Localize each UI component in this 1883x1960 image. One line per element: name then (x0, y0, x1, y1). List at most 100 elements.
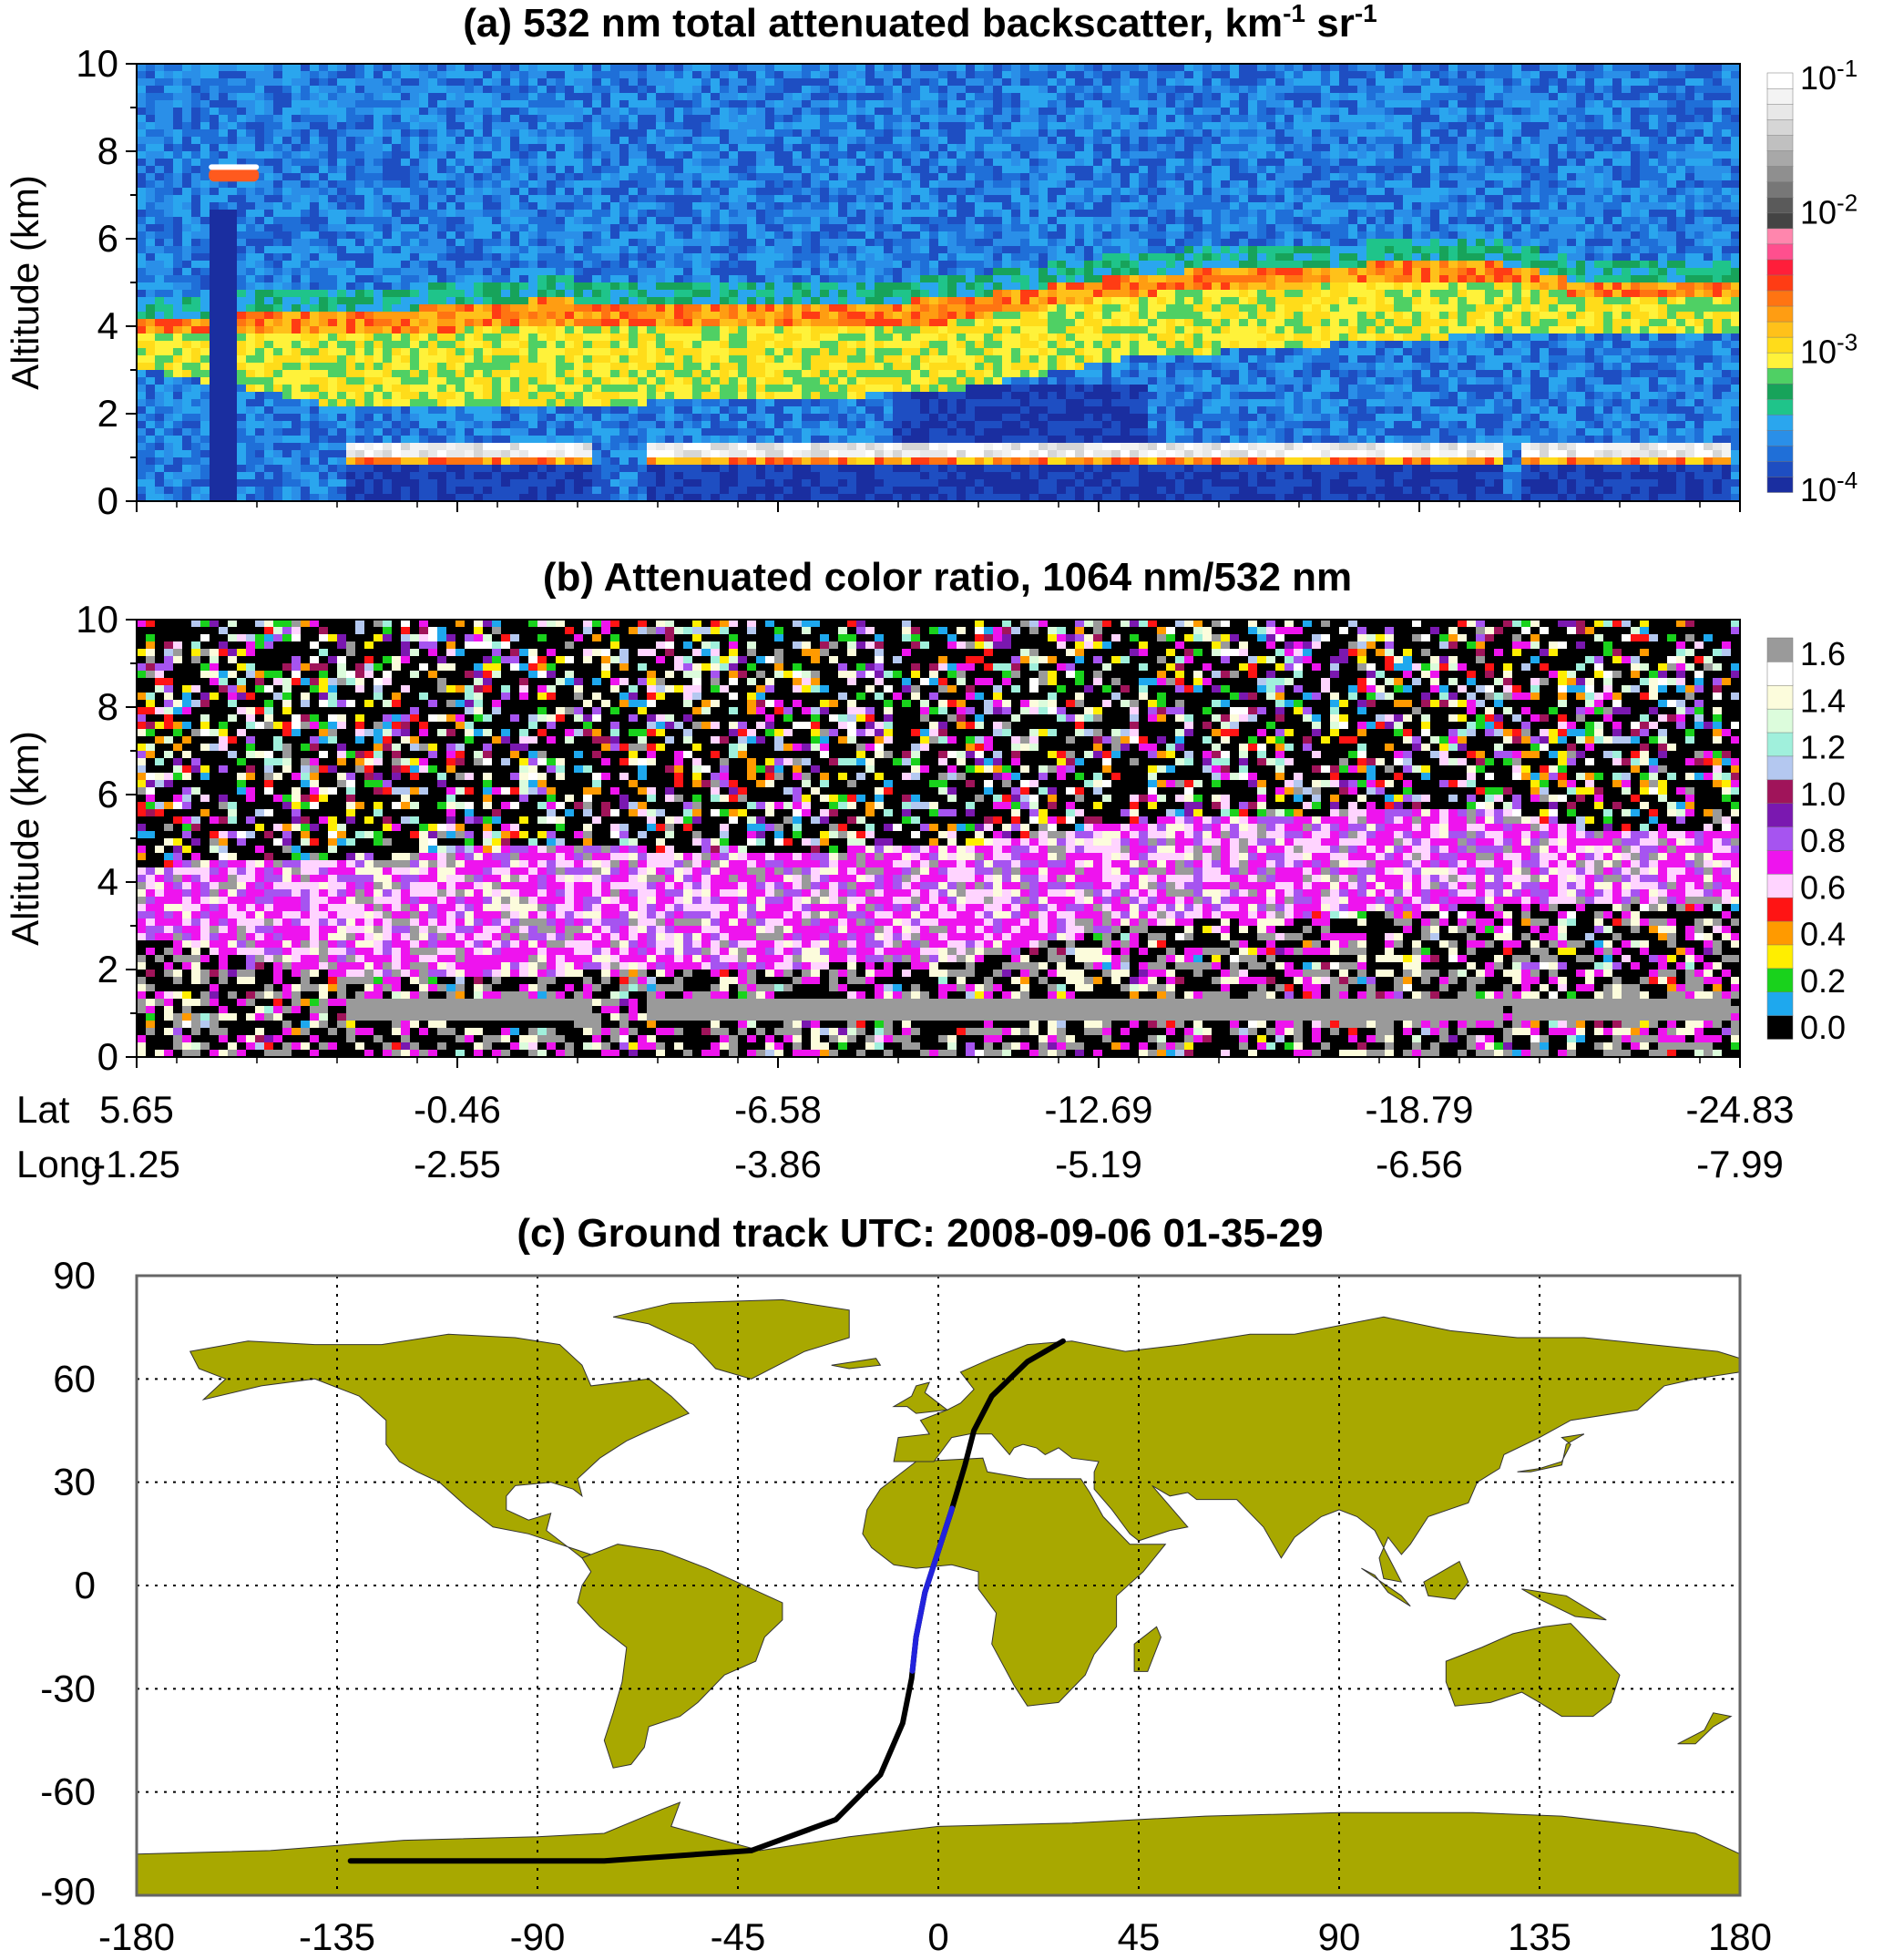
heatmap-cell (865, 231, 875, 240)
heatmap-cell (565, 494, 575, 501)
heatmap-cell (137, 115, 147, 123)
heatmap-cell (683, 71, 693, 79)
heatmap-cell (811, 166, 821, 174)
heatmap-cell (829, 268, 839, 276)
heatmap-cell (210, 319, 220, 327)
heatmap-cell (747, 166, 757, 174)
heatmap-cell (738, 341, 748, 349)
heatmap-cell (492, 399, 502, 407)
heatmap-cell (264, 355, 274, 364)
heatmap-cell (647, 428, 657, 436)
heatmap-cell (255, 377, 265, 385)
heatmap-cell (838, 86, 848, 94)
heatmap-cell (228, 290, 238, 298)
heatmap-cell (537, 399, 548, 407)
heatmap-cell (537, 414, 548, 422)
heatmap-cell (756, 348, 766, 356)
heatmap-cell (756, 465, 766, 473)
heatmap-cell (674, 377, 684, 385)
heatmap-cell (865, 188, 875, 196)
heatmap-cell (802, 224, 812, 232)
heatmap-cell (273, 443, 283, 451)
heatmap-cell (865, 115, 875, 123)
heatmap-cell (392, 443, 402, 451)
heatmap-cell (674, 457, 684, 466)
heatmap-cell (528, 297, 538, 305)
heatmap-cell (683, 443, 693, 451)
heatmap-cell (200, 436, 210, 444)
heatmap-cell (638, 78, 648, 87)
heatmap-cell (811, 450, 821, 458)
heatmap-cell (428, 443, 438, 451)
heatmap-cell (219, 290, 229, 298)
heatmap-cell (173, 304, 183, 313)
heatmap-cell (738, 428, 748, 436)
heatmap-cell (210, 239, 220, 247)
heatmap-cell (829, 312, 839, 320)
heatmap-cell (647, 108, 657, 116)
heatmap-cell (210, 457, 220, 466)
heatmap-cell (210, 392, 220, 400)
heatmap-cell (401, 392, 411, 400)
heatmap-cell (793, 93, 803, 101)
heatmap-cell (519, 465, 529, 473)
heatmap-cell (255, 129, 265, 138)
heatmap-cell (556, 414, 566, 422)
heatmap-cell (301, 275, 311, 283)
heatmap-cell (446, 282, 456, 291)
heatmap-cell (401, 348, 411, 356)
heatmap-cell (410, 406, 420, 415)
heatmap-cell (237, 348, 247, 356)
heatmap-cell (820, 86, 830, 94)
heatmap-cell (146, 370, 156, 378)
heatmap-cell (720, 348, 730, 356)
heatmap-cell (410, 377, 420, 385)
heatmap-cell (428, 253, 438, 262)
heatmap-cell (182, 239, 192, 247)
heatmap-cell (556, 166, 566, 174)
heatmap-cell (565, 173, 575, 181)
heatmap-cell (374, 108, 384, 116)
heatmap-cell (273, 494, 283, 501)
heatmap-cell (164, 494, 174, 501)
heatmap-cell (820, 334, 830, 342)
heatmap-cell (592, 282, 602, 291)
heatmap-cell (355, 487, 365, 495)
heatmap-cell (610, 443, 620, 451)
heatmap-cell (182, 487, 192, 495)
heatmap-cell (537, 363, 548, 371)
heatmap-cell (155, 443, 165, 451)
heatmap-cell (537, 428, 548, 436)
heatmap-cell (328, 355, 338, 364)
heatmap-cell (455, 261, 466, 269)
heatmap-cell (191, 355, 201, 364)
heatmap-cell (228, 122, 238, 130)
heatmap-cell (392, 363, 402, 371)
heatmap-cell (210, 137, 220, 145)
heatmap-cell (410, 115, 420, 123)
heatmap-cell (656, 239, 666, 247)
heatmap-cell (756, 268, 766, 276)
heatmap-cell (264, 450, 274, 458)
heatmap-cell (264, 385, 274, 393)
heatmap-cell (237, 195, 247, 203)
heatmap-cell (574, 465, 584, 473)
heatmap-cell (756, 173, 766, 181)
heatmap-cell (237, 282, 247, 291)
heatmap-cell (701, 151, 711, 159)
heatmap-cell (364, 166, 374, 174)
heatmap-cell (301, 64, 311, 72)
heatmap-cell (237, 428, 247, 436)
heatmap-cell (829, 479, 839, 487)
heatmap-cell (146, 122, 156, 130)
heatmap-cell (829, 93, 839, 101)
heatmap-cell (237, 210, 247, 218)
heatmap-cell (547, 472, 557, 480)
heatmap-cell (246, 334, 256, 342)
heatmap-cell (647, 239, 657, 247)
heatmap-cell (701, 399, 711, 407)
heatmap-cell (692, 129, 702, 138)
heatmap-cell (182, 261, 192, 269)
heatmap-cell (401, 355, 411, 364)
heatmap-cell (793, 275, 803, 283)
